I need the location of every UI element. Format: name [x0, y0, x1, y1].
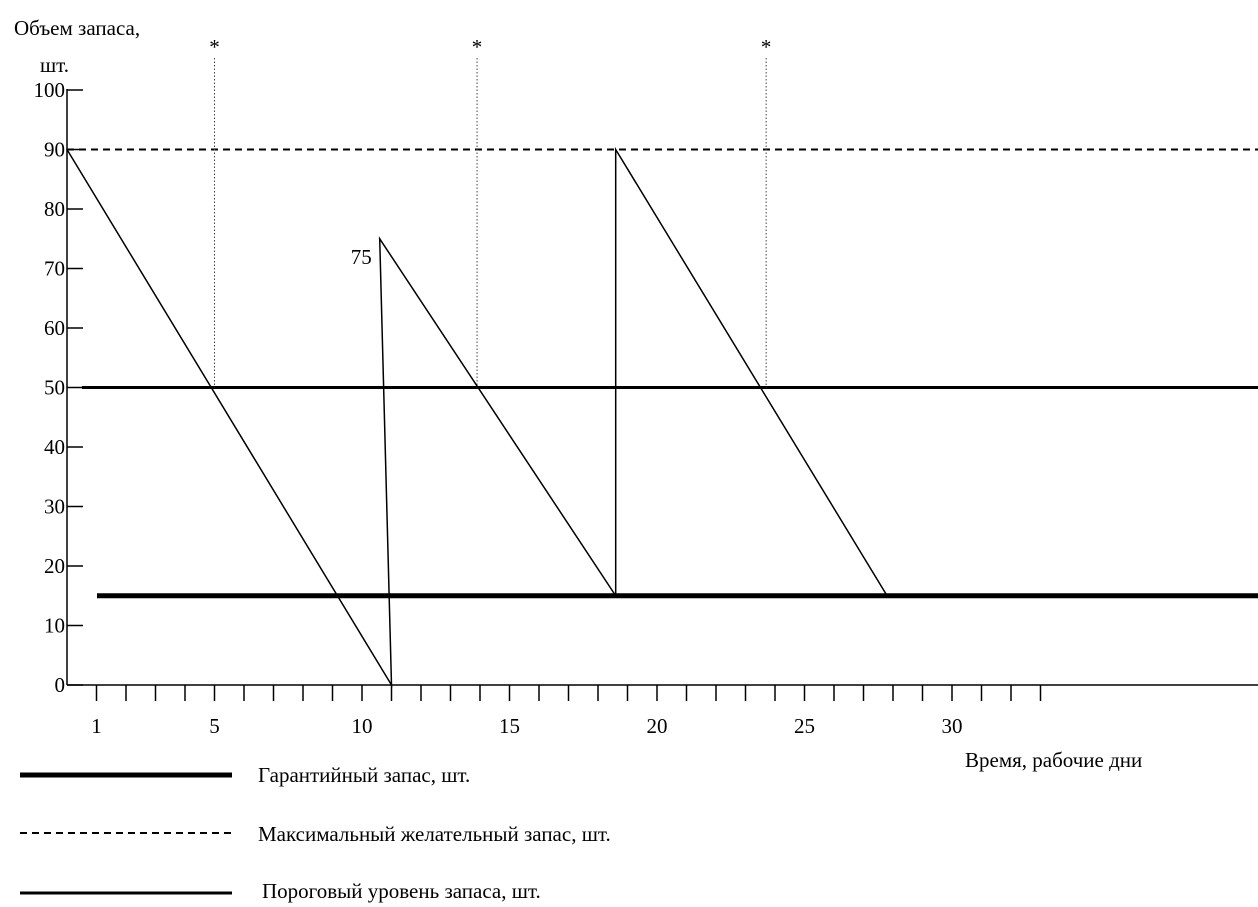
x-tick-label: 1: [91, 714, 102, 738]
y-tick-label: 10: [44, 614, 65, 638]
y-tick-label: 20: [44, 554, 65, 578]
stock-point: [614, 148, 617, 151]
y-axis-label-line1: Объем запаса,: [14, 16, 140, 40]
stock-point: [886, 594, 888, 597]
legend-label-guarantee: Гарантийный запас, шт.: [258, 763, 470, 787]
x-tick-label: 25: [794, 714, 815, 738]
order-point-mark: *: [761, 35, 772, 59]
y-axis-label-line2: шт.: [40, 53, 69, 77]
y-tick-label: 40: [44, 435, 65, 459]
x-tick-label: 15: [499, 714, 520, 738]
y-tick-label: 70: [44, 257, 65, 281]
x-tick-label: 30: [942, 714, 963, 738]
order-point-mark: *: [472, 35, 483, 59]
stock-level-line: [66, 146, 888, 688]
y-tick-label: 0: [55, 673, 66, 697]
y-tick-label: 30: [44, 495, 65, 519]
order-point-mark: *: [209, 35, 220, 59]
annotation-75: 75: [351, 245, 372, 269]
legend-label-max-desired: Максимальный желательный запас, шт.: [258, 822, 611, 846]
y-tick-label: 60: [44, 316, 65, 340]
x-tick-label: 10: [352, 714, 373, 738]
x-tick-label: 5: [209, 714, 220, 738]
y-tick-label: 80: [44, 197, 65, 221]
y-tick-label: 100: [34, 78, 66, 102]
y-tick-label: 50: [44, 376, 65, 400]
legend-label-threshold: Пороговый уровень запаса, шт.: [262, 879, 541, 903]
stock-point: [390, 684, 393, 686]
y-tick-label: 90: [44, 138, 65, 162]
x-tick-label: 20: [647, 714, 668, 738]
stock-point: [66, 148, 68, 151]
stock-point: [378, 237, 381, 240]
stock-point: [614, 594, 617, 597]
legend: Гарантийный запас, шт. Максимальный жела…: [20, 763, 611, 903]
x-axis-label: Время, рабочие дни: [965, 748, 1142, 772]
